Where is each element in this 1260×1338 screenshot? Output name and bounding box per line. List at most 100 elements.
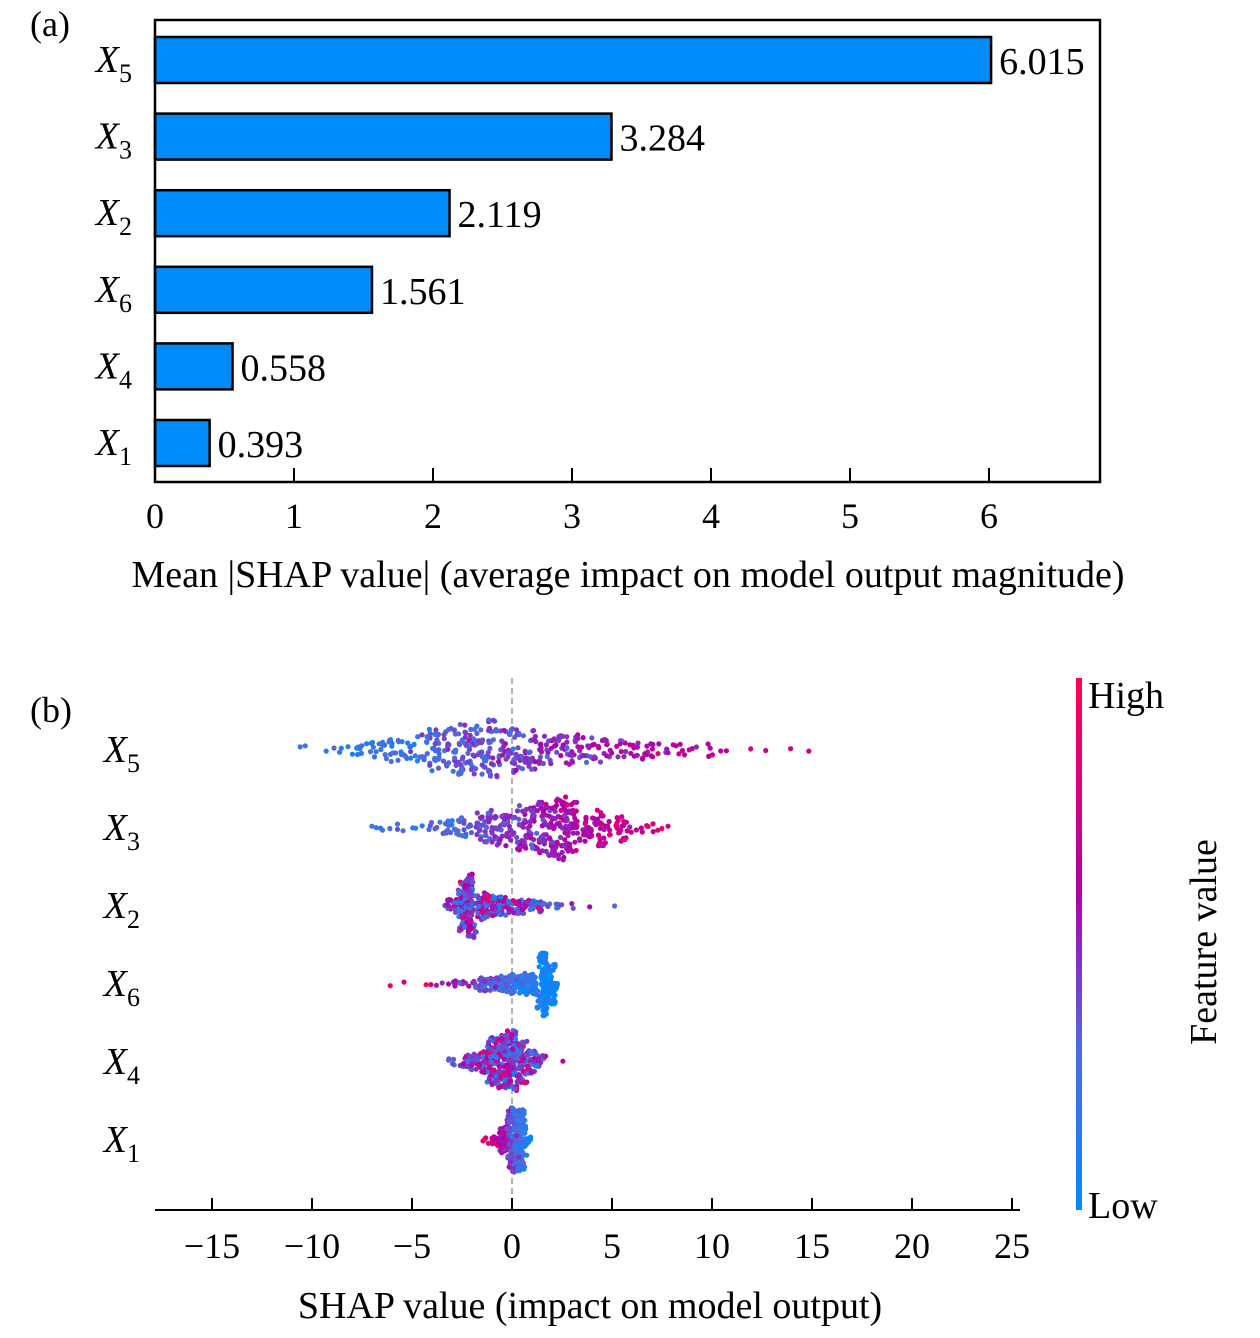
x-tick-label: 5 bbox=[841, 496, 859, 536]
point-X5 bbox=[560, 733, 566, 740]
point-X5 bbox=[513, 767, 519, 774]
point-X4 bbox=[529, 1051, 535, 1057]
point-X5 bbox=[507, 731, 513, 738]
point-X4 bbox=[514, 1079, 520, 1085]
point-X6 bbox=[503, 982, 510, 988]
point-X1 bbox=[514, 1141, 520, 1147]
point-X5 bbox=[424, 751, 430, 757]
point-X3 bbox=[463, 833, 469, 840]
point-X3 bbox=[556, 820, 562, 826]
point-X5 bbox=[405, 740, 411, 746]
point-X6 bbox=[542, 958, 548, 964]
point-X5 bbox=[467, 732, 473, 738]
point-X3 bbox=[516, 847, 522, 853]
point-X3 bbox=[516, 816, 522, 822]
point-X5 bbox=[373, 749, 379, 755]
point-X4 bbox=[481, 1069, 487, 1075]
point-X5 bbox=[430, 745, 436, 752]
point-X6 bbox=[545, 970, 551, 976]
point-X2 bbox=[476, 903, 482, 909]
point-X5 bbox=[577, 748, 583, 754]
point-X2 bbox=[553, 901, 559, 907]
point-X4 bbox=[494, 1054, 500, 1061]
point-X5 bbox=[474, 730, 480, 737]
point-X5 bbox=[393, 750, 399, 756]
point-X5 bbox=[677, 741, 683, 747]
beeswarm-y-labels: X5 X3 X2 X6 X4 X1 bbox=[102, 729, 140, 1168]
point-X5 bbox=[490, 755, 496, 761]
point-X4 bbox=[492, 1049, 498, 1055]
point-X1 bbox=[507, 1125, 513, 1132]
point-X6 bbox=[550, 962, 557, 968]
point-X1 bbox=[490, 1141, 496, 1147]
point-X2 bbox=[490, 913, 496, 919]
point-X3 bbox=[644, 823, 650, 829]
point-X2 bbox=[465, 933, 471, 939]
point-X5 bbox=[398, 749, 404, 755]
bar-chart-x-axis-label: Mean |SHAP value| (average impact on mod… bbox=[131, 554, 1124, 596]
point-X3 bbox=[622, 836, 628, 843]
point-X6 bbox=[546, 988, 552, 994]
bar-X3 bbox=[153, 112, 613, 161]
point-X5 bbox=[510, 746, 516, 752]
point-X5 bbox=[546, 738, 552, 744]
point-X5 bbox=[494, 772, 500, 779]
point-X3 bbox=[394, 826, 401, 832]
point-X3 bbox=[539, 823, 545, 829]
point-X3 bbox=[387, 825, 393, 832]
point-X3 bbox=[426, 826, 432, 833]
x-tick-label: 1 bbox=[285, 496, 303, 536]
point-X5 bbox=[387, 738, 393, 744]
point-X1 bbox=[495, 1142, 501, 1149]
point-X3 bbox=[519, 838, 525, 844]
point-X5 bbox=[512, 756, 518, 762]
point-X5 bbox=[427, 762, 433, 768]
point-X5 bbox=[522, 759, 528, 765]
point-X3 bbox=[440, 830, 446, 837]
point-X3 bbox=[508, 837, 514, 843]
point-X1 bbox=[498, 1130, 504, 1136]
point-X3 bbox=[514, 839, 520, 845]
point-X2 bbox=[513, 900, 519, 907]
point-X2 bbox=[472, 922, 478, 928]
point-X3 bbox=[527, 818, 534, 825]
point-X6 bbox=[541, 1013, 547, 1019]
point-X1 bbox=[482, 1136, 488, 1142]
point-X2 bbox=[493, 909, 499, 915]
point-X2 bbox=[467, 927, 473, 933]
point-X5 bbox=[634, 752, 640, 758]
point-X5 bbox=[355, 751, 361, 758]
point-X3 bbox=[400, 828, 406, 834]
point-X5 bbox=[500, 752, 506, 758]
point-X3 bbox=[564, 817, 570, 823]
point-X6 bbox=[457, 980, 463, 986]
point-X2 bbox=[502, 894, 508, 901]
point-X5 bbox=[429, 768, 435, 774]
point-X6 bbox=[543, 1001, 549, 1007]
point-X2 bbox=[569, 901, 575, 907]
point-X5 bbox=[618, 749, 624, 755]
point-X3 bbox=[561, 812, 568, 819]
point-X6 bbox=[530, 989, 537, 996]
point-X4 bbox=[534, 1063, 540, 1069]
point-X6 bbox=[472, 984, 479, 990]
point-X5 bbox=[436, 747, 442, 753]
point-X5 bbox=[468, 726, 474, 733]
point-X5 bbox=[707, 745, 713, 751]
point-X5 bbox=[564, 745, 570, 751]
point-X5 bbox=[596, 745, 602, 751]
point-X2 bbox=[538, 908, 544, 914]
point-X2 bbox=[612, 903, 618, 909]
point-X3 bbox=[467, 822, 473, 828]
point-X3 bbox=[504, 812, 510, 819]
point-X5 bbox=[499, 738, 505, 744]
point-X6 bbox=[543, 951, 549, 957]
point-X5 bbox=[635, 740, 641, 746]
point-X5 bbox=[650, 741, 656, 748]
point-X3 bbox=[606, 832, 613, 838]
point-X6 bbox=[544, 962, 550, 968]
bar-X4 bbox=[153, 342, 234, 391]
point-X5 bbox=[369, 739, 376, 746]
point-X5 bbox=[530, 737, 536, 743]
point-X2 bbox=[465, 902, 471, 908]
